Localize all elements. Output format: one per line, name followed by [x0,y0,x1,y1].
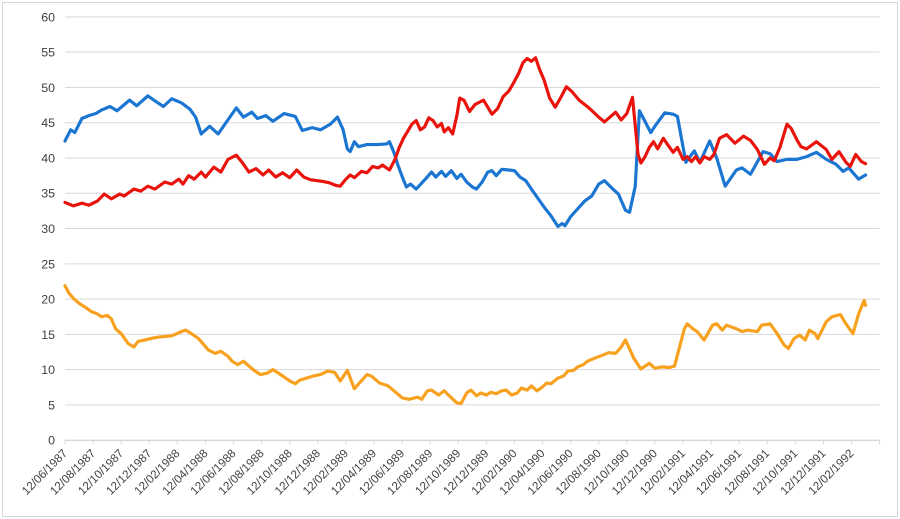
gridlines-group [65,16,880,441]
y-axis-label-20: 20 [41,293,55,307]
y-axis-label-0: 0 [48,434,55,448]
line-chart: 0 5 10 15 20 25 30 35 40 45 50 55 60 12/06/198712/08… [20,10,881,498]
blue-series-line [63,94,868,229]
orange-series-line [63,284,868,406]
x-axis-labels-group: 12/06/198712/08/198712/10/198712/12/1987… [20,447,857,498]
x-axis-ticks-group [64,440,881,445]
red-series-line [63,56,868,208]
y-axis-label-35: 35 [41,187,55,201]
y-axis-label-45: 45 [41,116,55,130]
y-axis-labels-group: 0 5 10 15 20 25 30 35 40 45 50 55 60 [41,10,55,447]
series-lines-group [63,56,868,406]
y-axis-label-50: 50 [41,81,55,95]
y-axis-label-55: 55 [41,46,55,60]
y-axis-label-60: 60 [41,10,55,24]
y-axis-label-15: 15 [41,328,55,342]
y-axis-label-40: 40 [41,151,55,165]
y-axis-label-25: 25 [41,257,55,271]
y-axis-label-30: 30 [41,222,55,236]
y-axis-label-10: 10 [41,363,55,377]
y-axis-label-5: 5 [48,398,55,412]
